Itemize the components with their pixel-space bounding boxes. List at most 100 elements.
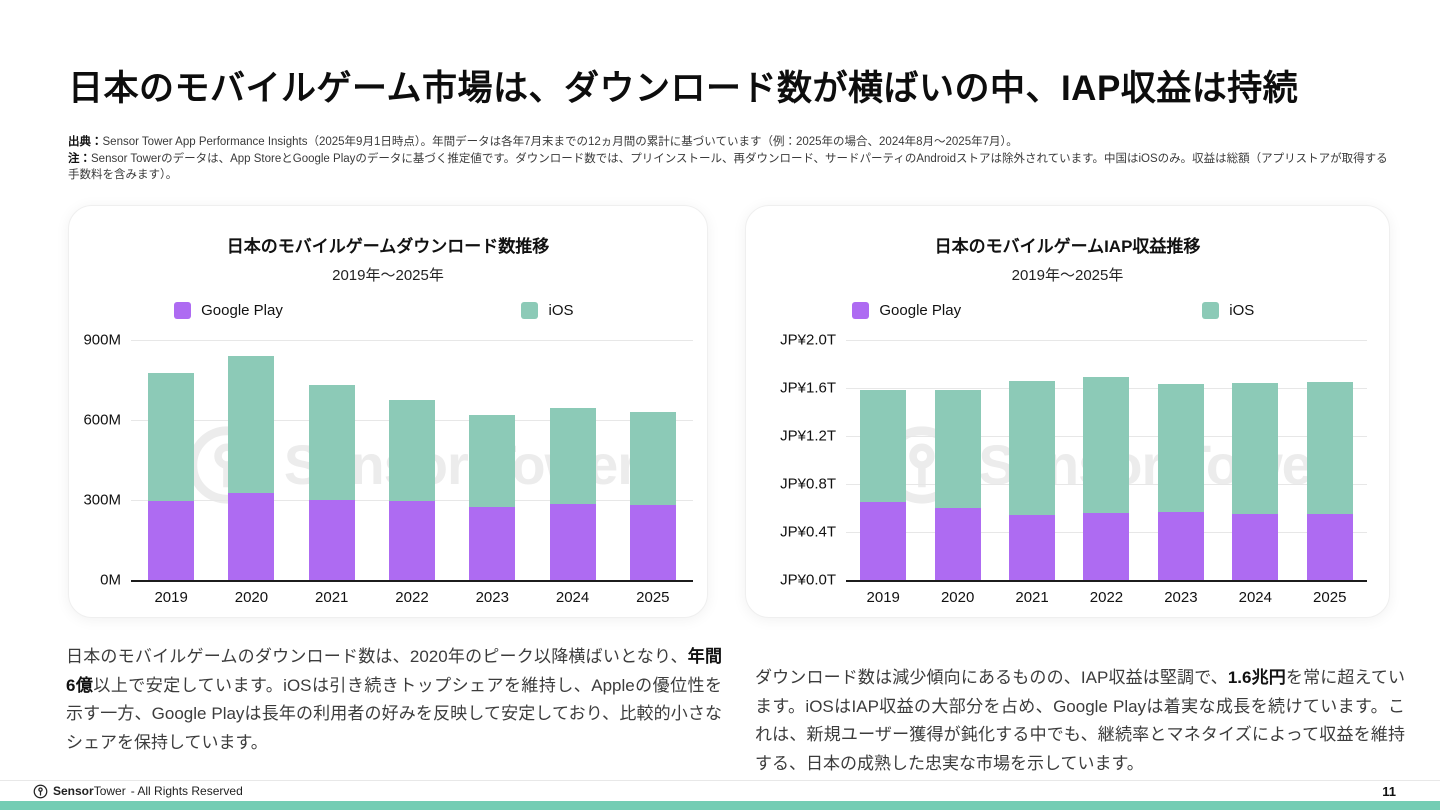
- bar-segment-google-play: [1009, 515, 1056, 580]
- bar-segment-ios: [860, 390, 907, 502]
- stacked-bar-2020: [934, 340, 981, 580]
- y-axis-tick: JP¥1.6T: [780, 379, 836, 397]
- legend-item-ios: iOS: [1068, 302, 1390, 319]
- bar-segment-google-play: [629, 505, 676, 580]
- bar-segment-ios: [148, 373, 195, 502]
- highlight-revenue: 1.6兆円: [1227, 668, 1286, 687]
- x-axis-tick: 2023: [475, 589, 509, 606]
- x-axis-tick: 2023: [1164, 589, 1198, 606]
- chart-legend: Google Play iOS: [746, 302, 1389, 319]
- legend-item-google-play: Google Play: [69, 302, 388, 319]
- bar-segment-google-play: [469, 506, 516, 580]
- stacked-bar-2024: [549, 340, 596, 580]
- stacked-bar-2020: [228, 340, 275, 580]
- y-axis: JP¥2.0T JP¥1.6T JP¥1.2T JP¥0.8T JP¥0.4T JP¥0.…: [766, 332, 846, 589]
- bar-segment-ios: [308, 385, 355, 501]
- accent-strip: [0, 801, 1440, 810]
- page-number: 11: [1382, 783, 1396, 799]
- plot-area: Sensor Tower: [846, 340, 1367, 582]
- x-axis-tick: 2022: [1089, 589, 1124, 606]
- highlight-annual-downloads: 年間6億: [66, 647, 722, 695]
- y-axis-tick: JP¥2.0T: [780, 331, 836, 349]
- legend-label: Google Play: [201, 302, 283, 319]
- y-axis-tick: JP¥0.4T: [780, 523, 836, 541]
- source-line: 出典：Sensor Tower App Performance Insights…: [68, 134, 1390, 151]
- note-line: 注：Sensor Towerのデータは、App StoreとGoogle Pla…: [68, 151, 1390, 184]
- bar-segment-google-play: [388, 501, 435, 580]
- revenue-chart-card: 日本のモバイルゲームIAP収益推移 2019年〜2025年 Google Pla…: [745, 205, 1390, 618]
- legend-label: Google Play: [879, 302, 962, 319]
- y-axis-tick: 600M: [83, 411, 121, 429]
- bar-segment-ios: [1157, 384, 1204, 512]
- bar-segment-google-play: [549, 504, 596, 580]
- bar-segment-ios: [1083, 377, 1130, 513]
- x-axis-tick: 2020: [940, 589, 975, 606]
- chart-legend: Google Play iOS: [69, 302, 707, 319]
- bar-segment-google-play: [1157, 511, 1204, 580]
- x-axis-tick: 2024: [555, 589, 590, 606]
- bar-segment-ios: [549, 408, 596, 504]
- ios-swatch: [521, 302, 539, 319]
- x-axis-tick: 2025: [636, 589, 670, 606]
- plot-area: Sensor Tower: [131, 340, 693, 582]
- legend-label: iOS: [1229, 302, 1255, 319]
- stacked-bar-2019: [860, 340, 907, 580]
- bar-segment-google-play: [1232, 514, 1279, 580]
- revenue-chart: JP¥2.0T JP¥1.6T JP¥1.2T JP¥0.8T JP¥0.4T JP¥0.…: [746, 332, 1389, 606]
- gridline: [131, 340, 693, 341]
- page-title: 日本のモバイルゲーム市場は、ダウンロード数が横ばいの中、IAP収益は持続: [68, 69, 1299, 108]
- bar-segment-google-play: [308, 500, 355, 580]
- stacked-bar-2023: [1157, 340, 1204, 580]
- brand-name: SensorTower: [53, 784, 126, 798]
- ios-swatch: [1202, 302, 1220, 319]
- downloads-commentary: 日本のモバイルゲームのダウンロード数は、2020年のピーク以降横ばいとなり、年間…: [66, 647, 722, 752]
- chart-title: 日本のモバイルゲームダウンロード数推移: [226, 237, 550, 256]
- y-axis-tick: JP¥1.2T: [780, 427, 836, 445]
- bars: [846, 340, 1367, 580]
- bar-segment-ios: [934, 390, 981, 508]
- y-axis-tick: 300M: [83, 491, 121, 509]
- bar-segment-ios: [629, 412, 676, 506]
- chart-title: 日本のモバイルゲームIAP収益推移: [934, 237, 1201, 256]
- source-notes: 出典：Sensor Tower App Performance Insights…: [68, 134, 1390, 184]
- bar-segment-google-play: [228, 493, 275, 580]
- chart-subtitle: 2019年〜2025年: [1011, 267, 1124, 284]
- google-play-swatch: [852, 302, 870, 319]
- stacked-bar-2025: [629, 340, 676, 580]
- stacked-bar-2021: [308, 340, 355, 580]
- x-axis-tick: 2022: [395, 589, 429, 606]
- bar-segment-google-play: [148, 501, 195, 580]
- stacked-bar-2023: [469, 340, 516, 580]
- bar-segment-google-play: [1306, 514, 1353, 580]
- legend-label: iOS: [548, 302, 574, 319]
- note-prefix: 注：: [68, 152, 91, 165]
- note-text: Sensor Towerのデータは、App StoreとGoogle Playの…: [68, 152, 1388, 182]
- y-axis-tick: 0M: [100, 571, 121, 589]
- downloads-chart-card: 日本のモバイルゲームダウンロード数推移 2019年〜2025年 Google P…: [68, 205, 708, 618]
- bars: [131, 340, 693, 580]
- sensortower-brand: SensorTower - All Rights Reserved: [33, 784, 243, 799]
- bar-segment-google-play: [1083, 512, 1130, 580]
- bar-segment-google-play: [860, 502, 907, 580]
- x-axis-line: [846, 580, 1367, 582]
- x-axis-tick: 2021: [315, 589, 349, 606]
- source-prefix: 出典：: [68, 136, 103, 148]
- x-axis-tick: 2019: [866, 589, 900, 606]
- stacked-bar-2025: [1306, 340, 1353, 580]
- stacked-bar-2021: [1009, 340, 1056, 580]
- rights-text: - All Rights Reserved: [130, 784, 243, 798]
- x-axis-tick: 2021: [1015, 589, 1049, 606]
- downloads-chart: 900M 600M 300M 0M Sensor Tower 2019 2020 2021…: [69, 332, 707, 606]
- sensortower-logo-icon: [33, 784, 48, 798]
- stacked-bar-2022: [388, 340, 435, 580]
- x-axis: 2019 2020 2021 2022 2023 2024 2025: [846, 589, 1367, 606]
- gridline: [846, 340, 1367, 341]
- x-axis-tick: 2019: [154, 589, 188, 606]
- stacked-bar-2022: [1083, 340, 1130, 580]
- x-axis-tick: 2020: [234, 589, 269, 606]
- bar-segment-ios: [1009, 380, 1056, 516]
- source-text: Sensor Tower App Performance Insights（20…: [102, 136, 1018, 148]
- bar-segment-ios: [1306, 382, 1353, 514]
- y-axis-tick: 900M: [83, 331, 121, 349]
